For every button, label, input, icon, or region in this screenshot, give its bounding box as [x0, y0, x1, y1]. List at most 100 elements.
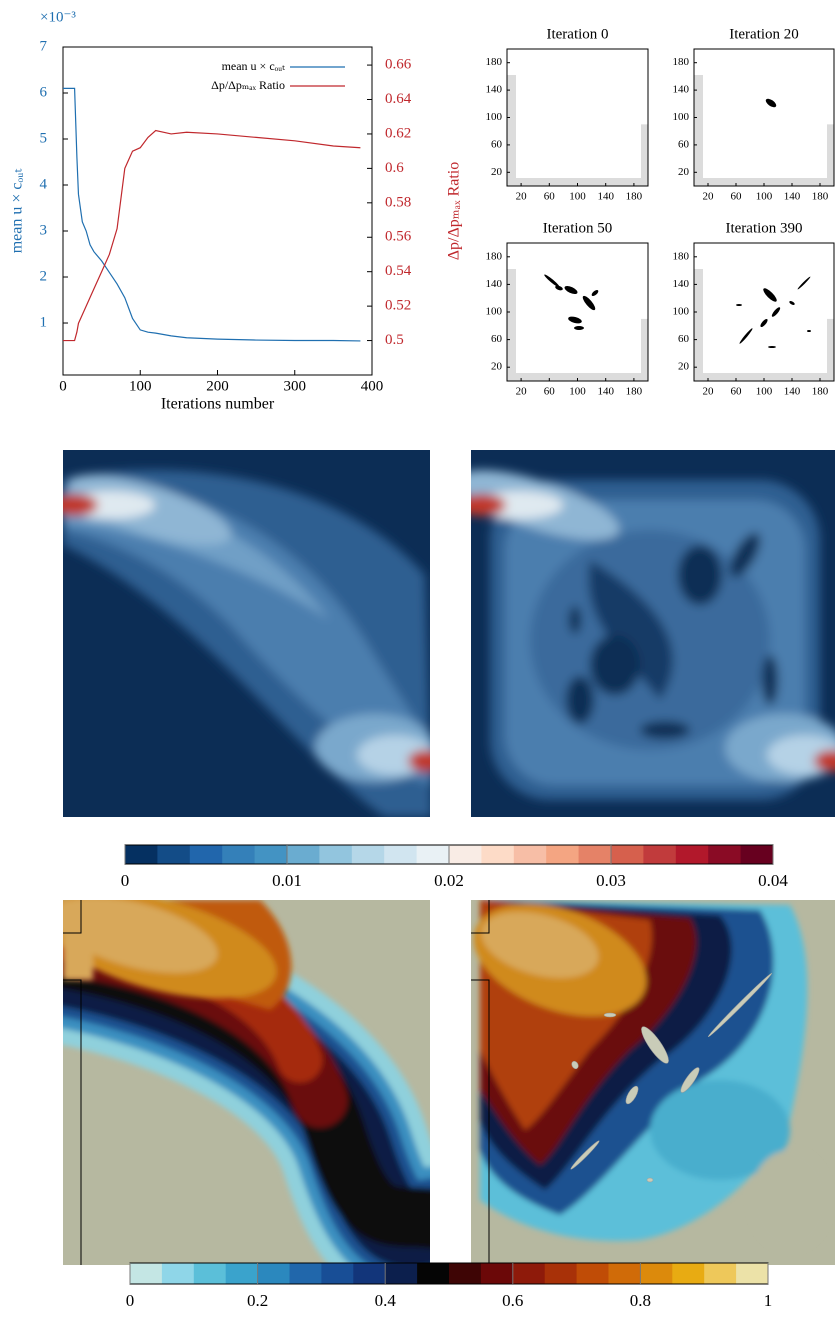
colorbar-step — [608, 1263, 641, 1284]
field-contour — [640, 721, 690, 739]
x-tick-label: 100 — [129, 378, 152, 394]
y-tick-label: 20 — [678, 361, 690, 373]
colorbar-step — [257, 1263, 290, 1284]
field-contour — [63, 900, 218, 973]
group — [63, 900, 292, 1010]
field-contour — [814, 750, 835, 772]
solid-region — [555, 285, 563, 291]
group — [473, 900, 830, 1250]
group — [63, 470, 430, 817]
y-tick-label: 180 — [486, 56, 503, 68]
field-contour — [569, 606, 581, 634]
x-tick-label: 180 — [812, 191, 829, 203]
wall-strip — [507, 75, 516, 186]
y2-tick-label: 0.5 — [385, 332, 404, 348]
image-title: Iteration 50 — [543, 220, 613, 236]
concentration-field-initial — [63, 900, 430, 1265]
solid-region — [739, 328, 753, 344]
y-tick-label: 100 — [673, 111, 690, 123]
x-tick-label: 140 — [784, 191, 801, 203]
colorbar-tick-label: 0 — [126, 1291, 135, 1310]
concentration-field-optimized — [471, 900, 835, 1265]
colorbar-step — [222, 845, 256, 864]
x-tick-label: 60 — [544, 386, 556, 398]
field-contour — [750, 1150, 830, 1250]
design-domain — [507, 49, 648, 186]
colorbar-step — [130, 1263, 163, 1284]
colorbar-step — [254, 845, 288, 864]
y2-tick-label: 0.58 — [385, 194, 411, 210]
colorbar-step — [449, 845, 482, 864]
colorbar-step — [416, 845, 450, 864]
colorbar-step — [708, 845, 742, 864]
colorbar-step — [546, 845, 580, 864]
colorbar-step — [513, 845, 547, 864]
x-tick-label: 20 — [516, 386, 528, 398]
x-axis-label: Iterations number — [161, 396, 275, 413]
field-contour — [650, 1080, 790, 1180]
x-tick-label: 100 — [756, 191, 773, 203]
colorbar-step — [740, 845, 774, 864]
colorbar-step — [672, 1263, 705, 1284]
colorbar-step — [319, 845, 353, 864]
colorbar-step — [385, 1263, 418, 1284]
colorbar-tick-label: 0.2 — [247, 1291, 268, 1310]
y-tick-label: 1 — [40, 314, 48, 330]
colorbar-step — [321, 1263, 354, 1284]
x-tick-label: 400 — [361, 378, 384, 394]
field-contour — [762, 655, 778, 705]
colorbar-step — [417, 1263, 450, 1284]
wall-strip — [827, 124, 834, 186]
y-tick-label: 180 — [673, 56, 690, 68]
colorbar-tick-label: 0.03 — [596, 871, 626, 890]
legend-label: Δp/Δpₘₐₓ Ratio — [211, 78, 285, 92]
x-tick-label: 140 — [597, 386, 614, 398]
y-tick-label: 140 — [486, 84, 503, 96]
y-tick-label: 3 — [40, 222, 48, 238]
y-tick-label: 60 — [491, 333, 503, 345]
solid-region — [544, 274, 560, 288]
colorbar-step — [351, 845, 385, 864]
y-tick-label: 100 — [486, 306, 503, 318]
colorbar-step — [193, 1263, 227, 1284]
wall-strip — [694, 178, 834, 186]
x-tick-label: 60 — [731, 386, 743, 398]
field-contour — [590, 635, 640, 695]
y-tick-label: 60 — [491, 138, 503, 150]
y-tick-label: 60 — [678, 138, 690, 150]
legend-label: mean u × cₒᵤₜ — [222, 59, 285, 73]
colorbar-step — [578, 845, 612, 864]
colorbar-step — [643, 845, 677, 864]
colorbar-step — [481, 845, 515, 864]
field-contour — [680, 1067, 700, 1093]
series-line — [63, 129, 361, 342]
colorbar-step — [480, 1263, 514, 1284]
field-contour — [63, 494, 98, 516]
y-tick-label: 20 — [678, 166, 690, 178]
y-tick-label: 7 — [40, 38, 48, 54]
colorbar-step — [449, 1263, 482, 1284]
wall-strip — [641, 124, 648, 186]
colorbar-tick-label: 0.04 — [758, 871, 788, 890]
image-title: Iteration 0 — [546, 26, 608, 42]
field-contour — [471, 494, 506, 516]
field-contour — [603, 1012, 617, 1018]
y-tick-label: 140 — [673, 278, 690, 290]
y-tick-label: 20 — [491, 361, 503, 373]
design-domain — [694, 243, 834, 381]
y2-tick-label: 0.66 — [385, 57, 412, 73]
field-contour — [566, 676, 594, 724]
y2-tick-label: 0.52 — [385, 298, 411, 314]
wall-strip — [694, 75, 703, 186]
solid-region — [771, 307, 781, 317]
y-tick-label: 140 — [673, 84, 690, 96]
x-tick-label: 20 — [516, 191, 528, 203]
colorbar-step — [640, 1263, 673, 1284]
colorbar-tick-label: 0.01 — [272, 871, 302, 890]
field-contour — [63, 484, 430, 785]
solid-region — [736, 304, 742, 306]
y2-tick-label: 0.6 — [385, 160, 404, 176]
colorbar-step — [576, 1263, 609, 1284]
y2-tick-label: 0.54 — [385, 263, 412, 279]
